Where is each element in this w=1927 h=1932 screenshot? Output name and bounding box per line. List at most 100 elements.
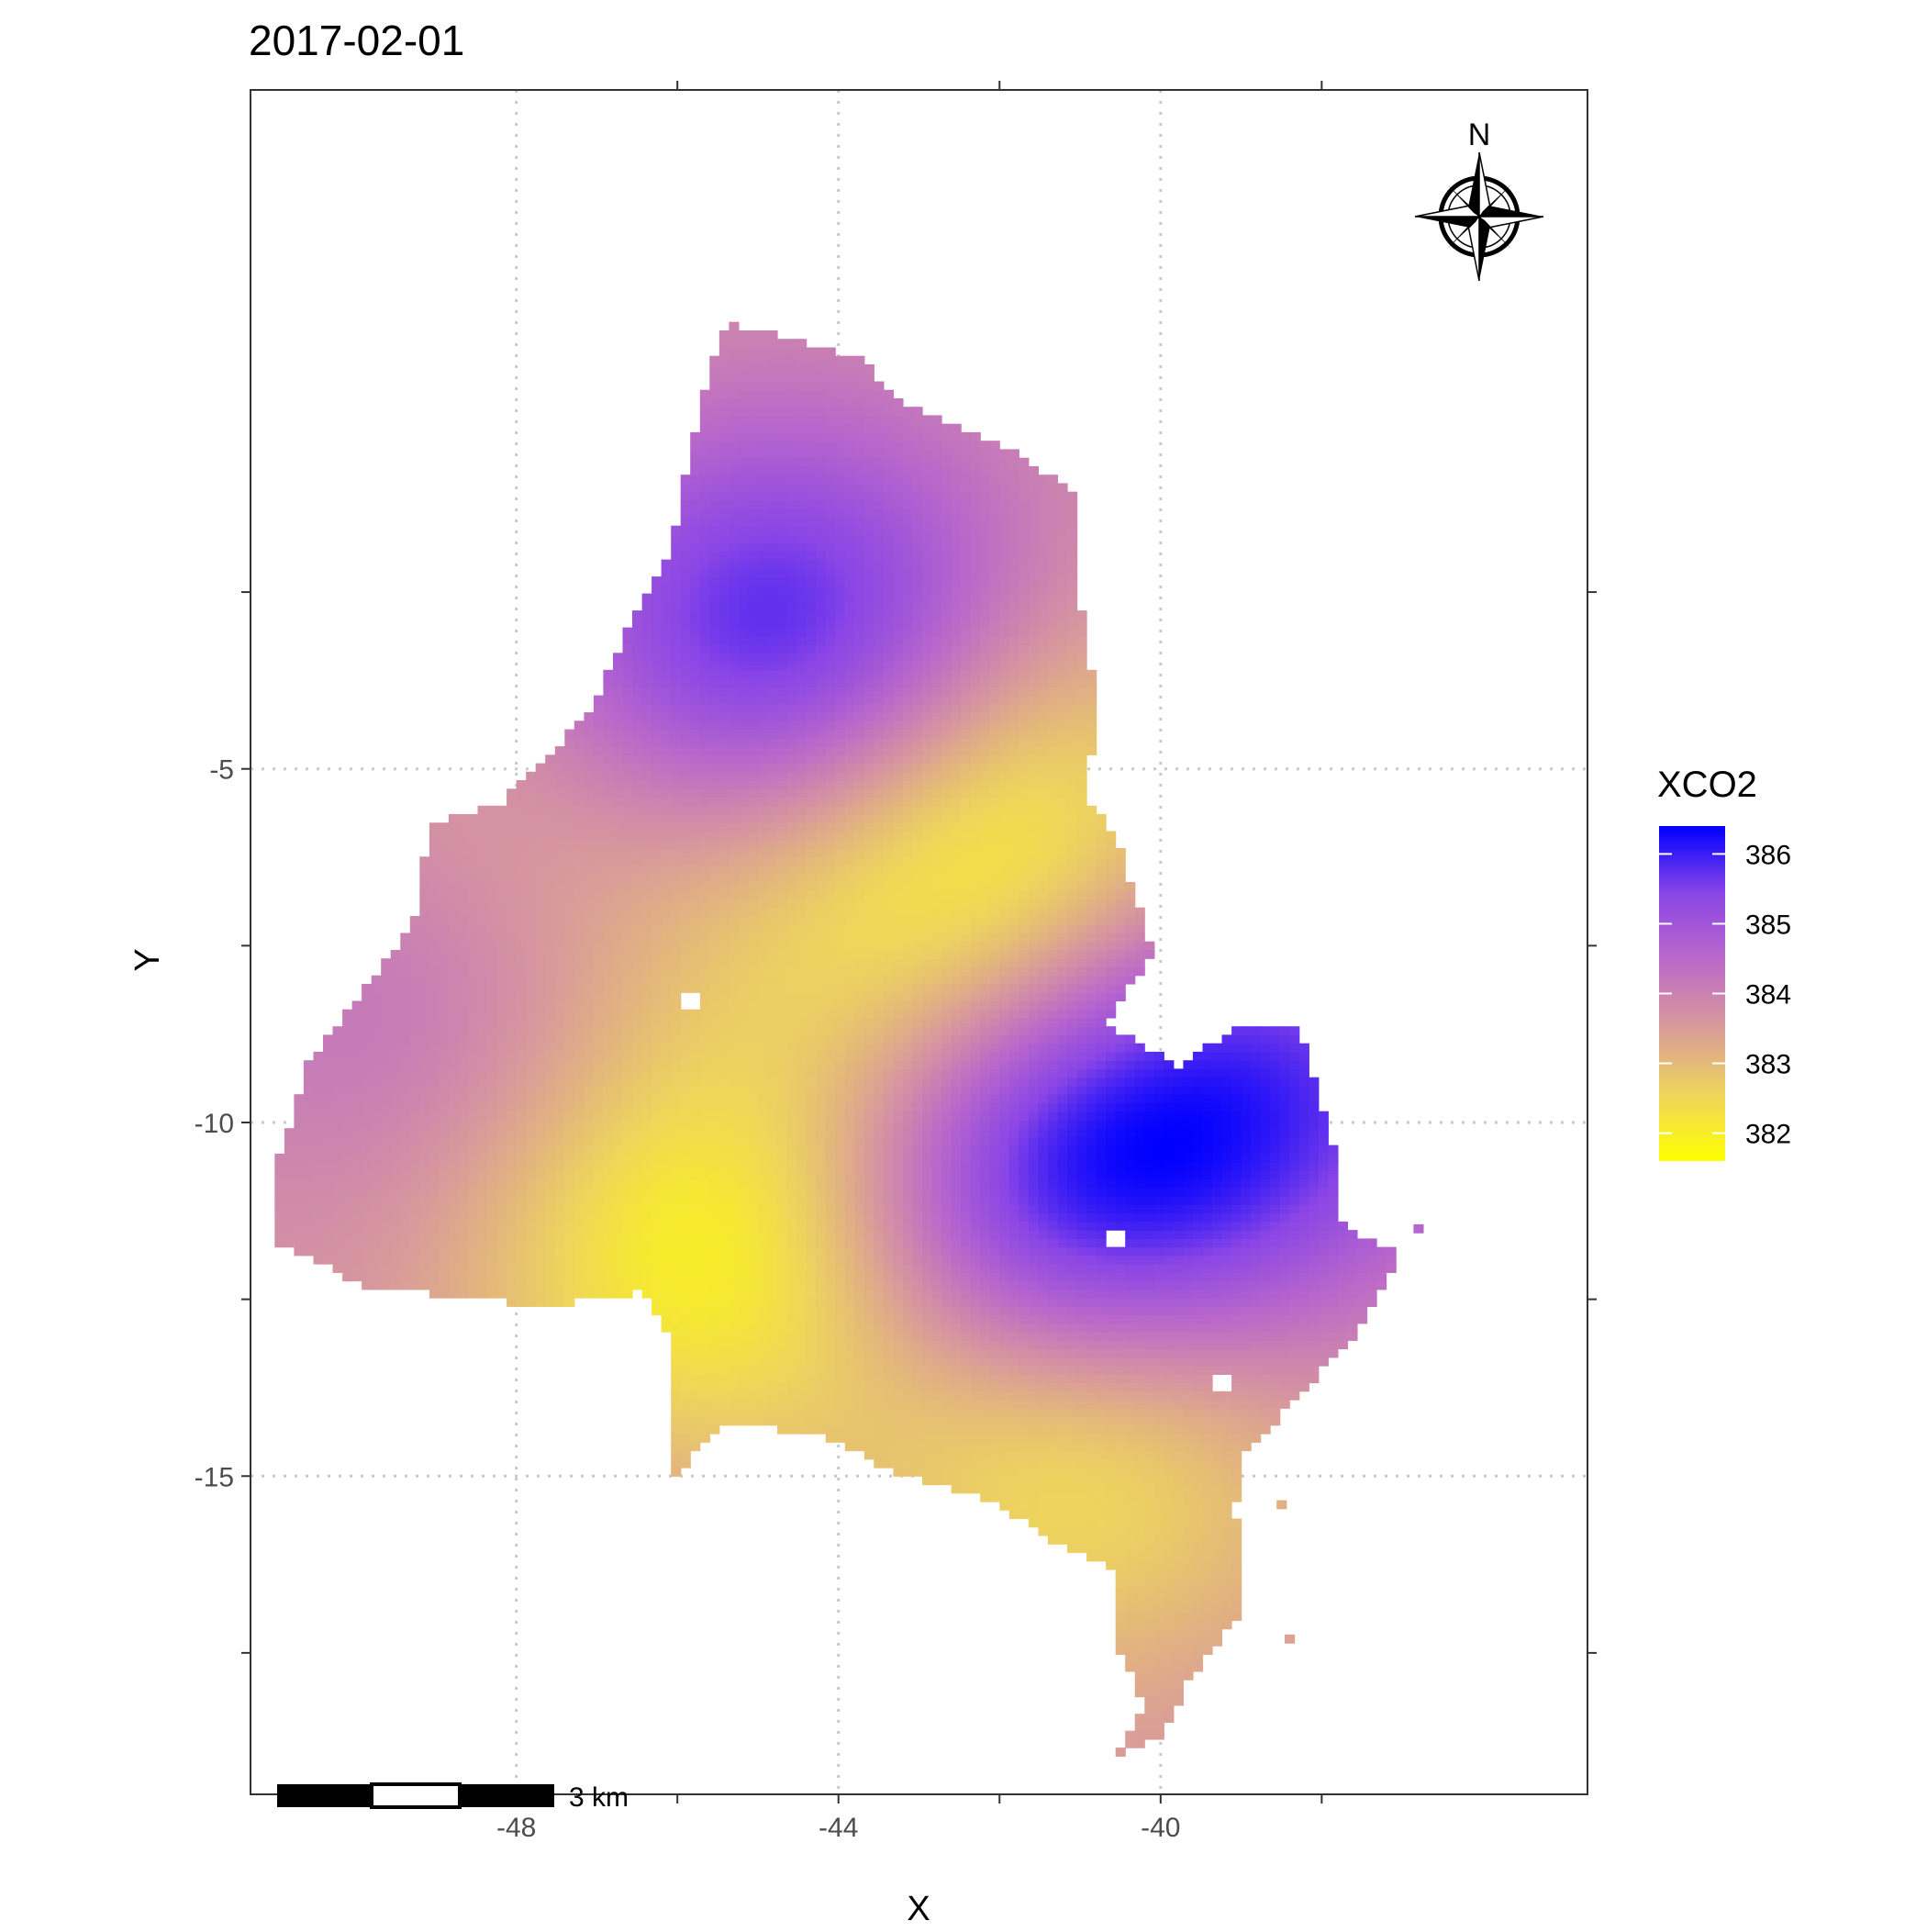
raster-cell [826, 1306, 836, 1315]
raster-cell [787, 1340, 797, 1349]
raster-cell [835, 942, 845, 951]
raster-cell [439, 1078, 449, 1087]
raster-cell [690, 551, 700, 560]
raster-cell [429, 1128, 440, 1137]
raster-cell [845, 788, 855, 798]
raster-cell [603, 1170, 613, 1179]
raster-cell [787, 908, 797, 917]
raster-cell [594, 1018, 604, 1027]
raster-cell [487, 899, 497, 909]
raster-cell [652, 1060, 662, 1069]
raster-cell [807, 1417, 817, 1426]
raster-cell [323, 1044, 333, 1053]
raster-cell [700, 610, 710, 620]
raster-cell [729, 1332, 739, 1341]
raster-cell [826, 1068, 836, 1078]
raster-cell [709, 1026, 719, 1035]
raster-cell [758, 1170, 768, 1179]
raster-cell [835, 712, 845, 721]
raster-cell [796, 874, 807, 883]
raster-cell [652, 1120, 662, 1129]
raster-cell [768, 1018, 778, 1027]
raster-cell [690, 788, 700, 798]
raster-cell [458, 865, 468, 875]
raster-cell [429, 882, 440, 891]
raster-cell [671, 712, 681, 721]
raster-cell [816, 466, 826, 475]
raster-cell [632, 628, 642, 637]
raster-cell [681, 1018, 691, 1027]
raster-cell [690, 449, 700, 458]
raster-cell [555, 1213, 565, 1223]
raster-cell [709, 610, 719, 620]
raster-cell [314, 1145, 324, 1155]
raster-cell [536, 899, 546, 909]
raster-cell [333, 1034, 343, 1044]
raster-cell [584, 1272, 594, 1281]
raster-cell [632, 806, 642, 815]
raster-cell [758, 865, 768, 875]
raster-cell [623, 1281, 633, 1290]
raster-cell [796, 602, 807, 611]
raster-cell [419, 1170, 429, 1179]
raster-cell [700, 678, 710, 687]
raster-cell [681, 1196, 691, 1205]
raster-cell [545, 1222, 555, 1231]
raster-cell [826, 1102, 836, 1111]
raster-cell [662, 670, 672, 679]
raster-cell [681, 585, 691, 594]
raster-cell [545, 1010, 555, 1019]
raster-cell [796, 942, 807, 951]
raster-cell [429, 1290, 440, 1299]
raster-cell [681, 1290, 691, 1299]
raster-cell [690, 924, 700, 933]
raster-cell [526, 1034, 536, 1044]
raster-cell [284, 1204, 295, 1213]
raster-cell [449, 950, 459, 959]
raster-cell [545, 1068, 555, 1078]
raster-cell [294, 1128, 304, 1137]
raster-cell [748, 856, 758, 865]
raster-cell [739, 1154, 749, 1163]
raster-cell [709, 1010, 719, 1019]
raster-cell [777, 730, 787, 739]
raster-cell [700, 1068, 710, 1078]
raster-cell [758, 1145, 768, 1155]
raster-cell [352, 1204, 362, 1213]
raster-cell [700, 526, 710, 535]
raster-cell [739, 526, 749, 535]
raster-cell [526, 865, 536, 875]
raster-cell [854, 1434, 864, 1443]
raster-cell [603, 1018, 613, 1027]
raster-cell [333, 1060, 343, 1069]
raster-cell [652, 1026, 662, 1035]
raster-cell [478, 1111, 488, 1121]
raster-cell [429, 1111, 440, 1121]
raster-cell [709, 636, 719, 645]
raster-cell [709, 382, 719, 391]
raster-cell [854, 704, 864, 713]
raster-cell [507, 1018, 517, 1027]
raster-cell [372, 992, 382, 1001]
raster-cell [468, 942, 478, 951]
raster-cell [845, 746, 855, 755]
raster-cell [777, 899, 787, 909]
raster-cell [748, 628, 758, 637]
raster-cell [864, 1264, 874, 1273]
raster-cell [758, 1078, 768, 1087]
raster-cell [623, 1078, 633, 1087]
raster-cell [758, 594, 768, 603]
raster-cell [700, 1340, 710, 1349]
raster-cell [787, 1068, 797, 1078]
raster-cell [758, 424, 768, 433]
raster-cell [507, 865, 517, 875]
raster-cell [768, 475, 778, 484]
raster-cell [594, 976, 604, 985]
raster-cell [777, 746, 787, 755]
raster-cell [564, 1026, 574, 1035]
raster-cell [816, 560, 826, 569]
raster-cell [807, 992, 817, 1001]
raster-cell [517, 814, 527, 823]
raster-cell [603, 874, 613, 883]
raster-cell [603, 1010, 613, 1019]
